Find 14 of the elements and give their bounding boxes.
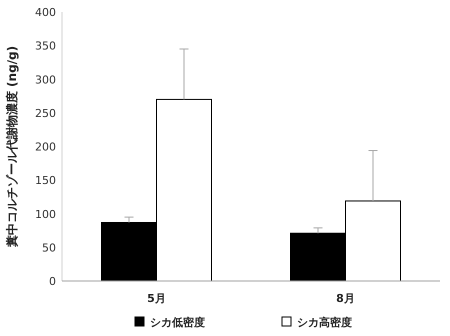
legend-label: シカ低密度 xyxy=(150,316,205,329)
y-tick-label: 50 xyxy=(42,241,56,254)
y-tick-label: 0 xyxy=(49,275,56,288)
y-tick-label: 200 xyxy=(35,140,56,154)
x-tick-label: 5月 xyxy=(147,292,166,305)
x-tick-label: 8月 xyxy=(336,292,355,305)
y-tick-label: 400 xyxy=(35,6,56,19)
y-tick-label: 350 xyxy=(35,40,56,53)
y-tick-label: 100 xyxy=(35,208,56,221)
y-tick-label: 150 xyxy=(35,174,56,188)
y-axis-title: 糞中コルチゾール代謝物濃度 (ng/g) xyxy=(5,46,19,248)
y-tick-label: 300 xyxy=(35,73,56,86)
legend-label: シカ高密度 xyxy=(297,316,352,329)
y-tick-label: 250 xyxy=(35,106,56,120)
